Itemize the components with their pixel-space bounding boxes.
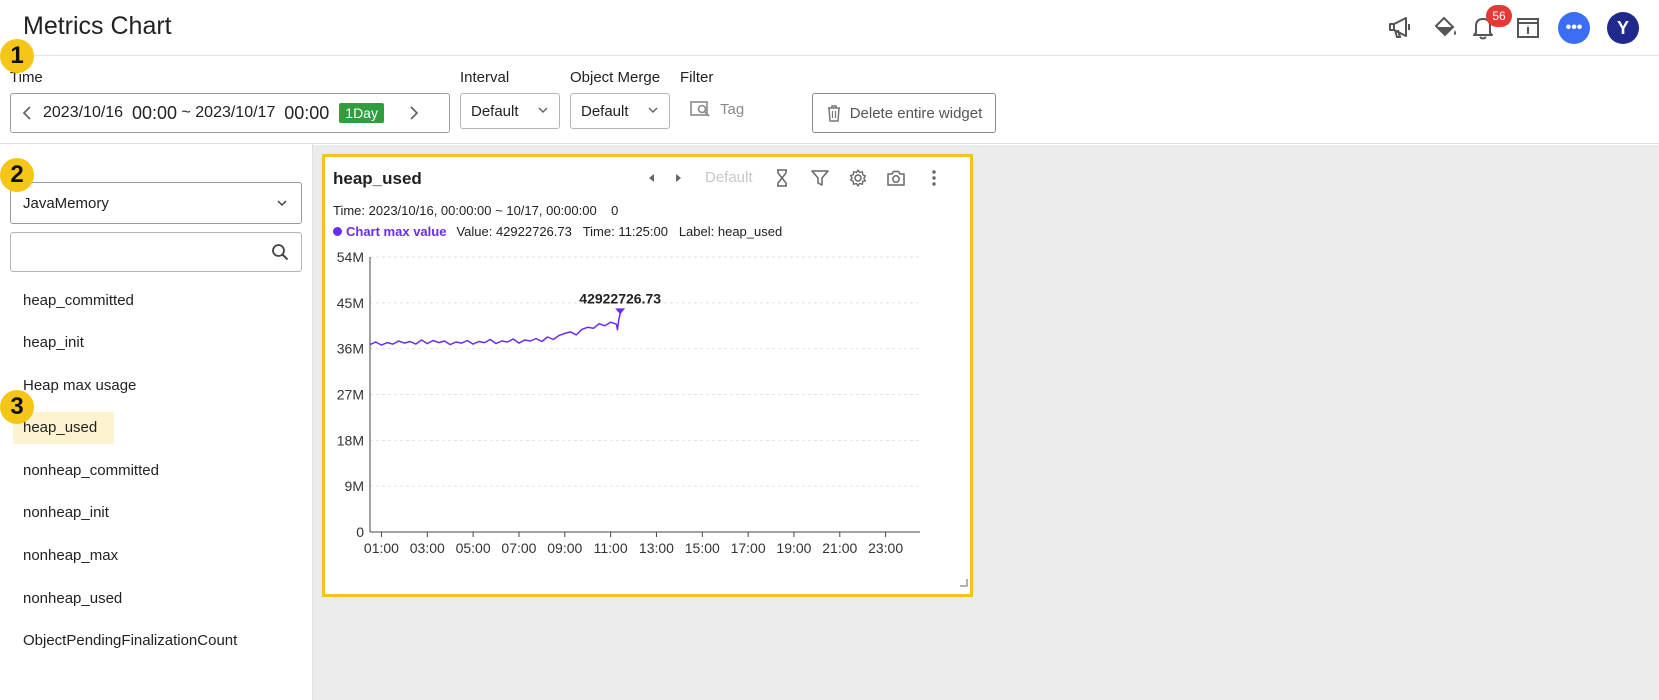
y-tick-label: 36M: [337, 341, 364, 357]
more-vertical-icon[interactable]: [923, 167, 945, 189]
metric-category-select[interactable]: JavaMemory: [10, 182, 302, 224]
x-tick-label: 01:00: [364, 540, 399, 556]
series-dot-icon: [333, 227, 342, 236]
series-line: [369, 313, 621, 346]
trash-icon: [827, 105, 840, 122]
x-tick-label: 23:00: [868, 540, 903, 556]
step-marker-2: 2: [0, 158, 34, 192]
time-range-badge: 1Day: [339, 103, 384, 123]
chevron-down-icon: [537, 102, 549, 122]
step-marker-1: 1: [0, 39, 34, 73]
notification-badge: 56: [1486, 5, 1512, 27]
metric-item-heap-max-usage[interactable]: Heap max usage: [23, 376, 137, 394]
widget-time-count: 0: [611, 203, 619, 218]
x-tick-label: 13:00: [639, 540, 674, 556]
time-range-picker[interactable]: 2023/10/16 00:00 ~ 2023/10/17 00:00 1Day: [10, 93, 450, 133]
tag-search-icon: [690, 101, 710, 117]
chart-widget[interactable]: heap_used Default Time: 2023/10/16, 00:0…: [322, 154, 973, 597]
time-separator: ~: [181, 104, 191, 121]
widget-title: heap_used: [333, 169, 422, 188]
hourglass-icon[interactable]: [771, 167, 793, 189]
interval-value: Default: [471, 102, 519, 120]
widget-time-range: Time: 2023/10/16, 00:00:00 ~ 10/17, 00:0…: [333, 203, 618, 218]
chevron-left-icon[interactable]: [11, 105, 43, 121]
x-tick-label: 03:00: [410, 540, 445, 556]
avatar[interactable]: Y: [1607, 12, 1639, 44]
search-icon[interactable]: [271, 243, 289, 266]
paint-bucket-icon[interactable]: [1428, 10, 1462, 44]
x-tick-label: 11:00: [594, 540, 628, 556]
chart-max-value: Value: 42922726.73: [456, 224, 572, 239]
metric-item-nonheap-max[interactable]: nonheap_max: [23, 547, 119, 565]
metric-search-input[interactable]: [19, 233, 259, 271]
metric-item-nonheap-init[interactable]: nonheap_init: [23, 504, 109, 522]
resize-handle-icon[interactable]: [958, 574, 968, 592]
x-tick-label: 05:00: [456, 540, 491, 556]
metric-item-heap-init[interactable]: heap_init: [23, 334, 84, 352]
chevron-down-icon: [647, 102, 659, 122]
prev-arrow-icon[interactable]: [643, 167, 659, 189]
delete-widget-label: Delete entire widget: [849, 104, 983, 122]
x-tick-label: 21:00: [822, 540, 857, 556]
y-tick-label: 27M: [337, 387, 364, 403]
x-tick-label: 17:00: [731, 540, 766, 556]
bell-icon[interactable]: [1466, 10, 1500, 44]
tag-filter-button[interactable]: Tag: [690, 100, 744, 118]
widget-default-option[interactable]: Default: [705, 169, 753, 186]
step-marker-3: 3: [0, 390, 34, 424]
max-point-marker: [615, 308, 626, 315]
metric-sidebar: JavaMemory heap_committed heap_init Heap…: [0, 144, 313, 700]
tag-label: Tag: [720, 100, 745, 118]
metric-search: [10, 232, 302, 272]
gear-icon[interactable]: [847, 167, 869, 189]
time-end-clock: 00:00: [284, 102, 330, 123]
metric-item-nonheap-committed[interactable]: nonheap_committed: [23, 461, 159, 479]
heap-used-line-chart: 0 9M 18M 27M 36M 45M 54M 01:00 03:00 05:00 07:00 09…: [337, 249, 920, 556]
camera-icon[interactable]: [885, 167, 907, 189]
y-tick-label: 0: [356, 524, 364, 540]
object-merge-select[interactable]: Default: [570, 93, 670, 129]
object-merge-value: Default: [581, 102, 629, 120]
chat-icon[interactable]: •••: [1558, 12, 1590, 44]
news-panel-icon[interactable]: [1511, 10, 1545, 44]
x-tick-label: 09:00: [547, 540, 582, 556]
interval-label: Interval: [460, 69, 510, 86]
interval-select[interactable]: Default: [460, 93, 560, 129]
time-start-clock: 00:00: [131, 102, 178, 123]
max-point-label: 42922726.73: [579, 290, 661, 306]
filter-toolbar: Time 2023/10/16 00:00 ~ 2023/10/17 00:00…: [0, 56, 1659, 144]
time-label: Time: [10, 69, 43, 86]
time-end-date: 2023/10/17: [195, 104, 276, 121]
metric-list: heap_committed heap_init Heap max usage …: [13, 284, 303, 667]
time-start-date: 2023/10/16: [43, 104, 124, 121]
chart-max-label: Label: heap_used: [678, 224, 783, 239]
megaphone-icon[interactable]: [1383, 10, 1417, 44]
object-merge-label: Object Merge: [570, 69, 661, 86]
metric-item-heap-committed[interactable]: heap_committed: [23, 291, 134, 309]
x-tick-label: 19:00: [776, 540, 811, 556]
chevron-right-icon[interactable]: [398, 105, 430, 121]
y-tick-label: 45M: [337, 295, 364, 311]
metric-item-nonheap-used[interactable]: nonheap_used: [23, 589, 123, 607]
y-tick-label: 18M: [337, 432, 364, 448]
metric-item-object-pending-finalization[interactable]: ObjectPendingFinalizationCount: [23, 632, 238, 650]
chart-max-time: Time: 11:25:00: [582, 224, 668, 239]
chart-max-info: Chart max value Value: 42922726.73 Time:…: [333, 224, 782, 239]
chart-max-title: Chart max value: [346, 224, 447, 239]
filter-label: Filter: [680, 69, 714, 86]
chevron-down-icon: [275, 194, 289, 216]
x-tick-label: 07:00: [501, 540, 536, 556]
app-header: Metrics Chart 56 ••• Y: [0, 0, 1659, 56]
delete-widget-button[interactable]: Delete entire widget: [812, 93, 996, 133]
metric-category-value: JavaMemory: [23, 194, 109, 212]
widget-time-text: Time: 2023/10/16, 00:00:00 ~ 10/17, 00:0…: [333, 203, 597, 218]
filter-icon[interactable]: [809, 167, 831, 189]
page-title: Metrics Chart: [23, 12, 172, 40]
y-tick-label: 9M: [345, 478, 364, 494]
y-tick-label: 54M: [337, 249, 364, 265]
next-arrow-icon[interactable]: [671, 167, 687, 189]
x-tick-label: 15:00: [685, 540, 720, 556]
